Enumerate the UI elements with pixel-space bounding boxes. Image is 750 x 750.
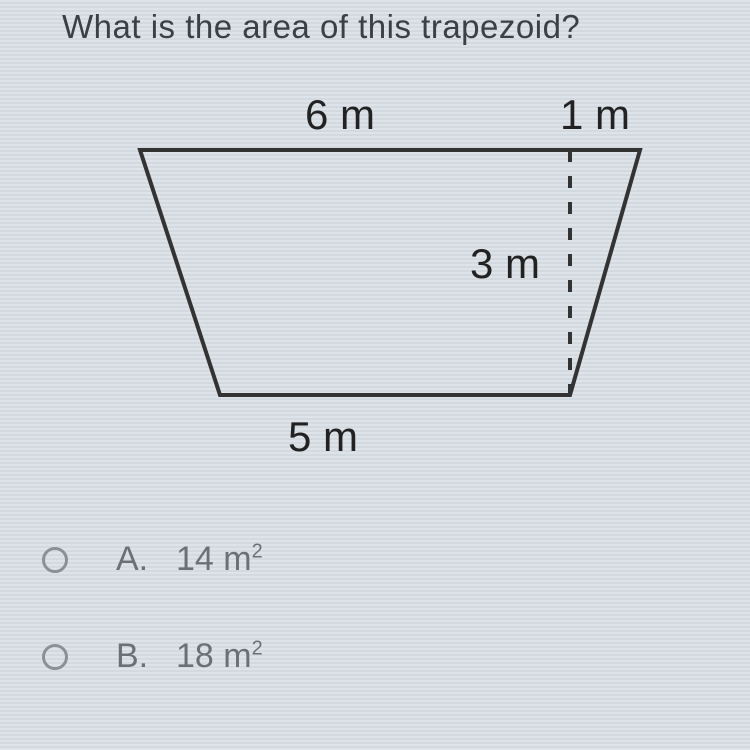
trapezoid-diagram: 6 m 1 m 3 m 5 m: [70, 95, 690, 475]
answer-letter: B.: [116, 637, 176, 676]
answer-option-a[interactable]: A. 14 m2: [42, 540, 702, 579]
label-top-1: 6 m: [305, 91, 375, 139]
trapezoid-svg: [70, 95, 690, 475]
label-height: 3 m: [470, 240, 540, 288]
answer-option-b[interactable]: B. 18 m2: [42, 637, 702, 676]
worksheet-page: What is the area of this trapezoid? 6 m …: [0, 0, 750, 750]
answer-letter: A.: [116, 540, 176, 579]
radio-icon[interactable]: [42, 547, 68, 573]
answer-value: 18 m2: [176, 637, 263, 676]
answer-list: A. 14 m2 B. 18 m2: [42, 540, 702, 734]
label-top-2: 1 m: [560, 91, 630, 139]
answer-value: 14 m2: [176, 540, 263, 579]
question-text: What is the area of this trapezoid?: [62, 8, 580, 46]
radio-icon[interactable]: [42, 644, 68, 670]
label-bottom: 5 m: [288, 413, 358, 461]
